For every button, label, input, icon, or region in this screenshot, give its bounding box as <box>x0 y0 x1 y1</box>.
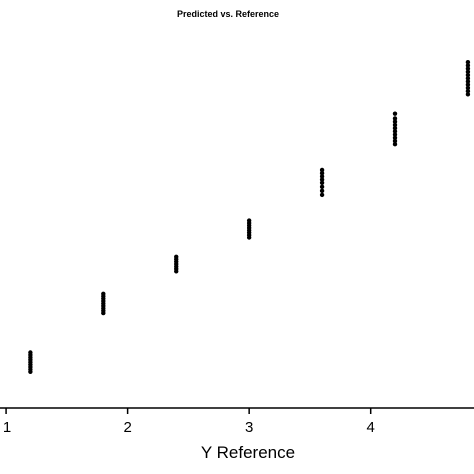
data-point <box>465 79 471 84</box>
x-tick-label: 4 <box>367 419 375 436</box>
data-point <box>465 69 471 75</box>
data-point <box>465 85 471 91</box>
data-point <box>101 291 106 296</box>
data-point <box>465 92 471 97</box>
data-point <box>465 63 471 68</box>
data-point <box>465 66 471 71</box>
data-point <box>392 135 398 140</box>
data-point <box>319 167 325 173</box>
data-point <box>319 170 325 176</box>
data-point <box>392 129 398 134</box>
data-point <box>319 180 325 186</box>
x-axis-label: Y Reference <box>201 443 295 462</box>
x-tick-label: 1 <box>3 419 11 436</box>
data-point <box>392 138 398 144</box>
data-point <box>319 184 325 190</box>
data-point <box>319 188 325 194</box>
data-point <box>246 218 252 223</box>
points-layer <box>28 59 471 375</box>
x-ticks: 1 2 3 4 <box>3 408 375 436</box>
data-point <box>319 192 325 198</box>
data-point <box>465 88 471 94</box>
chart-title: Predicted vs. Reference <box>177 9 279 19</box>
data-point <box>28 350 33 355</box>
data-point <box>392 132 398 137</box>
data-point <box>319 174 325 179</box>
x-tick-label: 3 <box>245 419 253 436</box>
data-point <box>392 142 398 147</box>
data-point <box>465 72 471 78</box>
data-point <box>174 254 179 259</box>
x-tick-label: 2 <box>123 419 131 436</box>
data-point <box>465 82 471 87</box>
data-point <box>392 122 398 128</box>
data-point <box>319 177 325 182</box>
data-point <box>392 119 398 124</box>
data-point <box>392 111 398 116</box>
data-point <box>392 125 398 131</box>
data-point <box>465 59 471 65</box>
data-point <box>392 116 398 121</box>
data-point <box>465 76 471 81</box>
